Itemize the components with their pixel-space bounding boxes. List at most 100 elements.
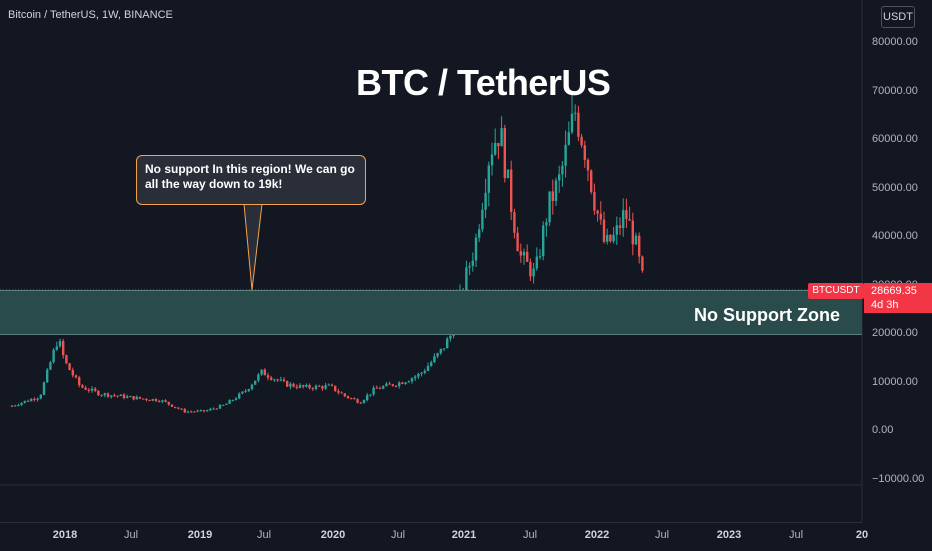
candle-body bbox=[119, 394, 122, 396]
candle-body bbox=[250, 384, 254, 390]
candle-body bbox=[26, 400, 30, 402]
time-tick: Jul bbox=[788, 529, 804, 541]
candle-body bbox=[634, 235, 638, 245]
candle-body bbox=[10, 405, 14, 407]
candle-body bbox=[494, 142, 497, 155]
candle-body bbox=[586, 159, 590, 171]
candle-body bbox=[257, 374, 260, 381]
candle-body bbox=[570, 113, 574, 133]
candle-body bbox=[638, 235, 641, 257]
candle-body bbox=[436, 353, 439, 357]
candle-body bbox=[330, 384, 334, 386]
candle-body bbox=[606, 234, 609, 242]
candle-body bbox=[343, 393, 346, 397]
candle-body bbox=[218, 405, 222, 409]
price-axis[interactable]: 80000.00 70000.00 60000.00 50000.00 40000.00… bbox=[862, 30, 932, 520]
time-tick: 2021 bbox=[451, 529, 477, 541]
candle-body bbox=[446, 338, 449, 349]
candle-body bbox=[183, 409, 186, 413]
candle-body bbox=[87, 389, 90, 391]
candle-body bbox=[289, 383, 292, 387]
candle-body bbox=[81, 385, 84, 388]
candle-body bbox=[615, 225, 618, 235]
symbol-price-tag: BTCUSDT bbox=[808, 283, 864, 299]
candle-body bbox=[260, 369, 263, 375]
candle-body bbox=[234, 398, 238, 400]
candle-body bbox=[231, 399, 234, 401]
candle-body bbox=[513, 212, 516, 233]
candle-body bbox=[142, 398, 145, 400]
candle-body bbox=[340, 392, 343, 394]
candle-body bbox=[526, 251, 529, 262]
candle-body bbox=[318, 385, 321, 387]
candle-body bbox=[372, 387, 375, 395]
candle-body bbox=[311, 388, 314, 390]
candle-body bbox=[596, 210, 599, 214]
candle-body bbox=[337, 391, 340, 393]
candle-body bbox=[558, 174, 561, 181]
candle-body bbox=[350, 398, 353, 400]
currency-button[interactable]: USDT bbox=[881, 6, 915, 28]
candle-body bbox=[71, 370, 74, 376]
time-tick: 20 bbox=[855, 529, 869, 541]
candle-body bbox=[148, 400, 151, 402]
candle-body bbox=[583, 145, 586, 160]
candle-body bbox=[228, 400, 231, 404]
candle-body bbox=[442, 348, 446, 350]
candle-body bbox=[270, 377, 273, 380]
candle-body bbox=[33, 398, 36, 400]
time-axis[interactable]: 2018 Jul 2019 Jul 2020 Jul 2021 Jul 2022 Jul 2023 J… bbox=[0, 522, 868, 551]
candle-body bbox=[225, 403, 228, 405]
candle-body bbox=[388, 383, 391, 385]
candle-body bbox=[567, 132, 570, 145]
candle-body bbox=[244, 391, 247, 393]
candle-body bbox=[420, 372, 423, 374]
candle-body bbox=[55, 346, 58, 350]
candle-body bbox=[641, 256, 644, 271]
candle-body bbox=[324, 385, 327, 389]
candle-body bbox=[516, 232, 519, 252]
candle-body bbox=[298, 385, 302, 388]
candle-body bbox=[110, 395, 113, 397]
candle-body bbox=[478, 229, 481, 238]
price-tick: 10000.00 bbox=[872, 375, 918, 388]
candle-body bbox=[529, 261, 532, 277]
candle-body bbox=[241, 391, 244, 394]
candle-body bbox=[154, 399, 158, 402]
candle-body bbox=[65, 355, 68, 364]
no-support-zone[interactable] bbox=[0, 290, 862, 335]
time-tick: Jul bbox=[256, 529, 272, 541]
candle-body bbox=[618, 225, 622, 228]
price-tick: 80000.00 bbox=[872, 36, 918, 48]
candle-body bbox=[151, 399, 154, 401]
bar-countdown: 4d 3h bbox=[871, 299, 899, 311]
candle-body bbox=[561, 165, 564, 175]
candle-body bbox=[164, 400, 167, 402]
candle-body bbox=[174, 406, 177, 408]
candle-body bbox=[394, 385, 398, 387]
candle-body bbox=[503, 128, 506, 179]
candle-body bbox=[410, 378, 414, 382]
time-tick: 2018 bbox=[52, 529, 78, 541]
candle-body bbox=[292, 383, 295, 387]
candle-body bbox=[484, 192, 487, 210]
candle-body bbox=[196, 410, 199, 412]
candle-body bbox=[190, 411, 193, 413]
candle-body bbox=[209, 408, 212, 411]
candle-body bbox=[449, 335, 452, 339]
candle-body bbox=[177, 407, 180, 409]
candle-body bbox=[14, 405, 17, 407]
candle-body bbox=[465, 267, 468, 291]
candle-body bbox=[193, 411, 196, 413]
candle-body bbox=[273, 379, 276, 381]
candle-body bbox=[609, 234, 612, 242]
candle-body bbox=[359, 402, 362, 404]
callout-annotation: No support In this region! We can go all… bbox=[136, 155, 366, 205]
candle-body bbox=[302, 385, 305, 387]
candle-body bbox=[103, 393, 106, 396]
candle-body bbox=[631, 220, 634, 245]
candle-body bbox=[490, 154, 494, 166]
candle-body bbox=[126, 396, 129, 399]
